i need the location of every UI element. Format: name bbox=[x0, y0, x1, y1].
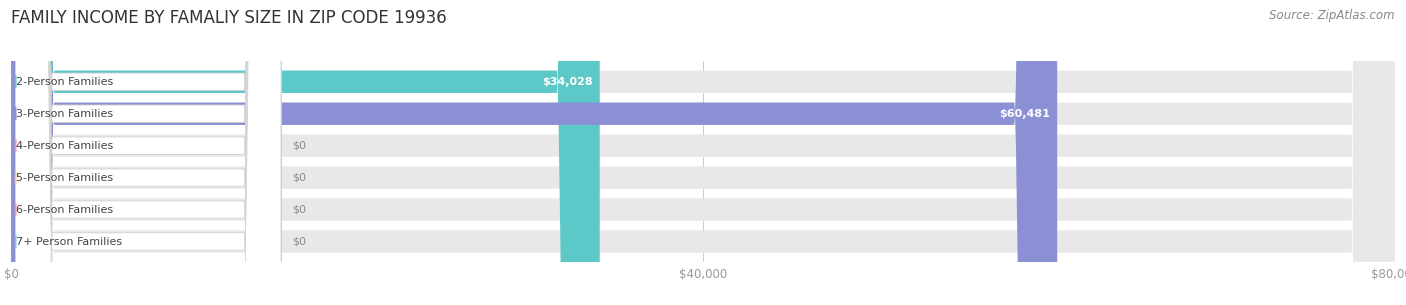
FancyBboxPatch shape bbox=[15, 0, 281, 305]
FancyBboxPatch shape bbox=[11, 0, 1057, 305]
FancyBboxPatch shape bbox=[11, 0, 1395, 305]
FancyBboxPatch shape bbox=[15, 0, 281, 305]
FancyBboxPatch shape bbox=[11, 0, 1395, 305]
Text: 5-Person Families: 5-Person Families bbox=[15, 173, 112, 183]
FancyBboxPatch shape bbox=[15, 0, 281, 305]
Text: 2-Person Families: 2-Person Families bbox=[15, 77, 112, 87]
Text: $60,481: $60,481 bbox=[1000, 109, 1050, 119]
Text: 4-Person Families: 4-Person Families bbox=[15, 141, 112, 151]
Text: 3-Person Families: 3-Person Families bbox=[15, 109, 112, 119]
FancyBboxPatch shape bbox=[15, 0, 281, 305]
FancyBboxPatch shape bbox=[15, 0, 281, 305]
Text: 7+ Person Families: 7+ Person Families bbox=[15, 237, 122, 246]
Text: $0: $0 bbox=[292, 141, 307, 151]
Text: $0: $0 bbox=[292, 237, 307, 246]
Text: $0: $0 bbox=[292, 205, 307, 215]
Text: $0: $0 bbox=[292, 173, 307, 183]
Text: 6-Person Families: 6-Person Families bbox=[15, 205, 112, 215]
Text: Source: ZipAtlas.com: Source: ZipAtlas.com bbox=[1270, 9, 1395, 22]
Text: FAMILY INCOME BY FAMALIY SIZE IN ZIP CODE 19936: FAMILY INCOME BY FAMALIY SIZE IN ZIP COD… bbox=[11, 9, 447, 27]
FancyBboxPatch shape bbox=[11, 0, 1395, 305]
FancyBboxPatch shape bbox=[11, 0, 1395, 305]
FancyBboxPatch shape bbox=[15, 0, 281, 305]
FancyBboxPatch shape bbox=[11, 0, 1395, 305]
FancyBboxPatch shape bbox=[11, 0, 600, 305]
FancyBboxPatch shape bbox=[11, 0, 1395, 305]
Text: $34,028: $34,028 bbox=[543, 77, 593, 87]
